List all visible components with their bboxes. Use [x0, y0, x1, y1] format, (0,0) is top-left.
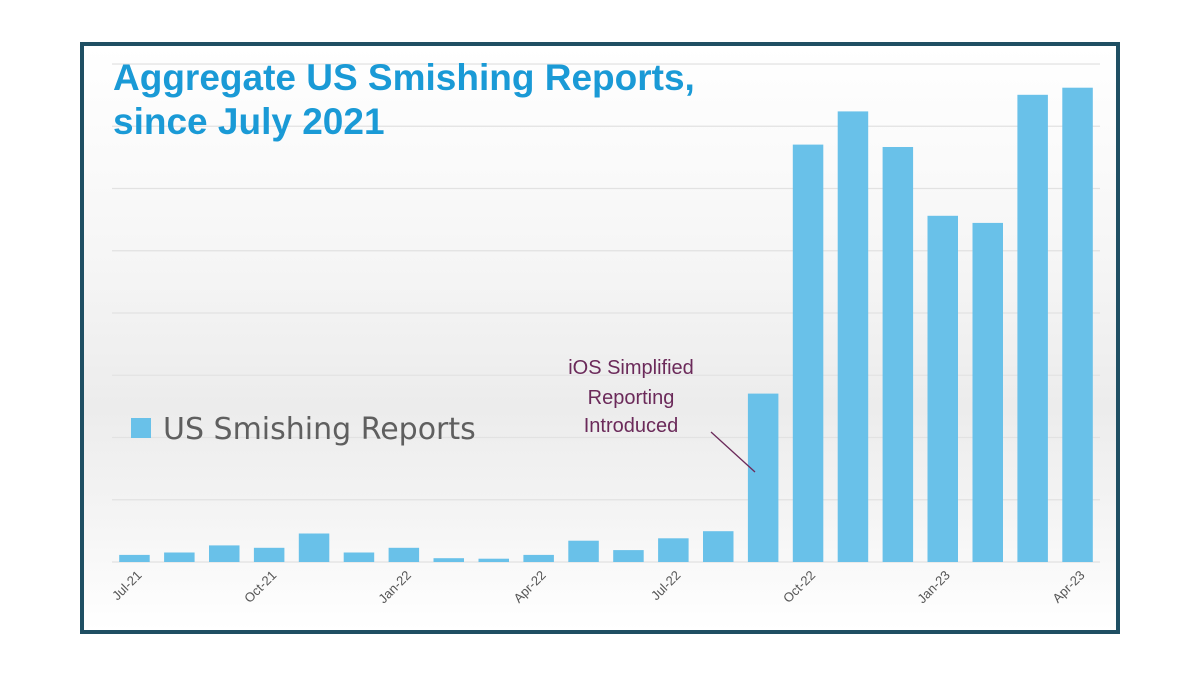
bar-mar-23 — [1017, 94, 1048, 563]
bar-apr-23 — [1062, 87, 1093, 562]
bar-jul-22 — [658, 538, 689, 562]
annotation: iOS Simplified Reporting Introduced — [568, 357, 756, 473]
bar-feb-23 — [972, 222, 1003, 562]
bar-jun-22 — [613, 550, 644, 562]
bars — [119, 87, 1093, 563]
annotation-line-2: Reporting — [588, 387, 675, 409]
annotation-line-1: iOS Simplified — [568, 357, 694, 379]
bar-may-22 — [568, 540, 599, 562]
x-tick-label: Oct-22 — [780, 568, 818, 606]
bar-mar-22 — [478, 558, 509, 562]
x-tick-label: Apr-23 — [1049, 568, 1087, 606]
bar-aug-22 — [703, 531, 734, 562]
x-tick-label: Jul-22 — [648, 568, 684, 604]
bar-apr-22 — [523, 554, 554, 562]
bar-jul-21 — [119, 554, 150, 562]
bar-jan-23 — [927, 215, 958, 563]
bar-sep-22 — [747, 393, 779, 562]
chart-title: Aggregate US Smishing Reports, since Jul… — [113, 57, 695, 142]
x-axis-ticks: Jul-21 Oct-21 Jan-22 Apr-22 Jul-22 Oct-22 Jan-… — [109, 568, 1088, 607]
legend: US Smishing Reports — [131, 412, 476, 447]
bar-aug-21 — [164, 552, 195, 562]
bar-oct-21 — [253, 547, 285, 562]
bar-feb-22 — [433, 558, 464, 562]
legend-swatch — [131, 418, 151, 438]
legend-label: US Smishing Reports — [163, 412, 476, 447]
annotation-pointer — [710, 431, 756, 473]
annotation-line-3: Introduced — [584, 415, 679, 437]
bar-nov-22 — [837, 111, 869, 563]
bar-oct-22 — [792, 144, 824, 562]
bar-jan-22 — [388, 547, 420, 562]
bar-sep-21 — [209, 545, 240, 562]
bar-nov-21 — [298, 533, 330, 562]
x-tick-label: Oct-21 — [241, 568, 279, 606]
bar-dec-21 — [343, 552, 375, 562]
x-tick-label: Jul-21 — [109, 568, 145, 604]
x-tick-label: Apr-22 — [511, 568, 549, 606]
x-tick-label: Jan-23 — [914, 568, 953, 607]
x-tick-label: Jan-22 — [375, 568, 414, 607]
bar-dec-22 — [882, 147, 914, 562]
